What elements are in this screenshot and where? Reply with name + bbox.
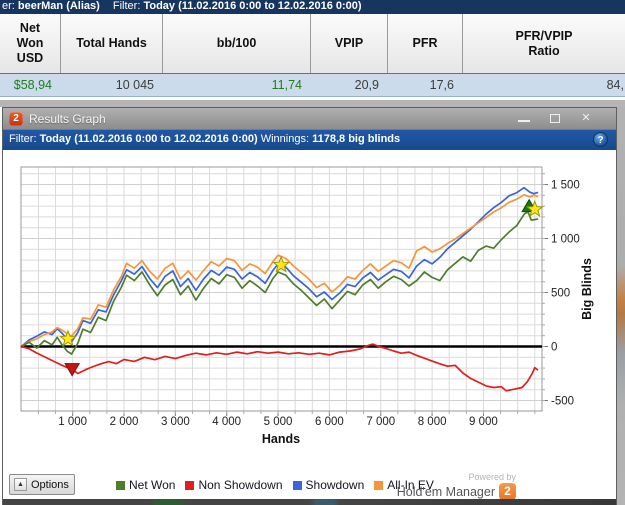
star-marker [272,255,291,273]
options-button[interactable]: ▲ Options [9,474,75,495]
legend-swatch [374,480,384,490]
star-marker [59,329,77,347]
stat-value: $58,94 [13,78,52,92]
maximize-button[interactable] [550,114,560,123]
legend-label: Showdown [305,478,365,492]
stat-column-header[interactable]: Total Hands [60,14,162,73]
svg-text:-500: -500 [551,396,574,408]
graph-filter-bar: Filter: Today (11.02.2016 0:00 to 12.02.… [3,130,616,150]
svg-text:0: 0 [551,342,557,354]
results-chart-svg: 1 000 2 000 3 000 4 000 5 000 6 000 7 000 8 000… [20,166,594,446]
winnings-value: 1178,8 big blinds [312,133,401,145]
legend-label: Net Won [129,478,176,492]
triangle-down-marker [64,363,81,377]
stat-column-header[interactable]: VPIP [310,14,387,73]
stat-value: 10 045 [115,78,154,92]
window-title: Results Graph [29,111,106,126]
filter-value: Today (11.02.2016 0:00 to 12.02.2016 0:0… [143,0,362,12]
options-label: Options [31,478,69,491]
svg-text:2 000: 2 000 [110,416,139,428]
brand-name: Hold'em Manager [396,484,495,499]
filter-label: Filter: [112,0,141,12]
legend-item[interactable]: Net Won [116,478,175,492]
winnings-label: Winnings: [260,133,310,145]
stats-header-row: Net Won USD Total Hands bb/100 VPIP PFR PFR/V… [0,14,625,74]
player-prefix: er: [2,0,15,12]
svg-text:1 000: 1 000 [58,416,87,428]
options-arrow-icon: ▲ [14,478,27,491]
svg-text:6 000: 6 000 [315,416,344,428]
close-button[interactable]: ✕ [581,112,591,124]
chart-legend: Net Won Non Showdown Showdown All-In EV [116,471,434,499]
results-graph-window: 2 Results Graph ✕ Filter: Today (11.02.2… [2,107,617,505]
star-marker [525,199,544,217]
graph-bottom-bar: ▲ Options Net Won Non Showdown Showdown All… [3,471,616,500]
hm2-logo-icon: 2 [499,483,516,500]
background-scrollbar[interactable] [617,107,625,505]
stat-value: 20,9 [354,78,379,92]
legend-swatch [116,480,125,490]
powered-by-block: Powered by Hold'em Manager 2 [397,472,516,500]
app-title-bar: er: beerMan (Alias) Filter: Today (11.02… [0,0,625,14]
player-name: beerMan (Alias) [17,0,100,12]
graph-filter-value: Today (11.02.2016 0:00 to 12.02.2016 0:0… [39,133,258,145]
legend-label: All-In EV [387,478,434,492]
svg-text:5 000: 5 000 [264,416,293,428]
graph-filter-label: Filter: [9,133,37,145]
legend-item[interactable]: Non Showdown [185,478,283,492]
svg-text:7 000: 7 000 [366,416,395,428]
stat-value: 11,74 [271,78,302,92]
stat-column-header[interactable]: PFR/VPIP Ratio [462,14,625,73]
legend-item[interactable]: All-In EV [374,478,434,492]
minimize-button[interactable] [518,115,530,122]
x-axis-label: Hands [262,432,300,446]
svg-text:8 000: 8 000 [418,416,447,428]
stats-value-row: $58,94 10 045 11,74 20,9 17,6 84, [0,74,625,97]
svg-text:4 000: 4 000 [212,416,241,428]
background-app-strip [3,499,616,505]
hm2-window-icon: 2 [9,111,23,126]
stat-column-header[interactable]: Net Won USD [16,21,44,65]
legend-item[interactable]: Showdown [292,478,365,492]
legend-swatch [292,480,302,490]
results-chart: 1 000 2 000 3 000 4 000 5 000 6 000 7 000 8 000… [3,150,616,471]
powered-by-text: Powered by [468,472,516,482]
legend-label: Non Showdown [198,478,283,492]
svg-text:1 000: 1 000 [551,234,580,246]
help-button[interactable]: ? [593,132,608,147]
background-gap-strip [0,100,625,107]
legend-swatch [185,480,195,490]
window-title-bar[interactable]: 2 Results Graph ✕ [3,108,616,130]
stat-value: 84, [606,78,624,92]
svg-text:9 000: 9 000 [469,416,498,428]
svg-text:3 000: 3 000 [161,416,190,428]
svg-text:500: 500 [551,288,570,300]
stat-column-header[interactable]: PFR [387,14,462,73]
stats-table: Net Won USD Total Hands bb/100 VPIP PFR PFR/V… [0,14,625,97]
svg-text:1 500: 1 500 [551,180,580,192]
y-axis-label: Big Blinds [580,258,594,320]
stat-column-header[interactable]: bb/100 [162,14,310,73]
stat-value: 17,6 [429,78,454,92]
